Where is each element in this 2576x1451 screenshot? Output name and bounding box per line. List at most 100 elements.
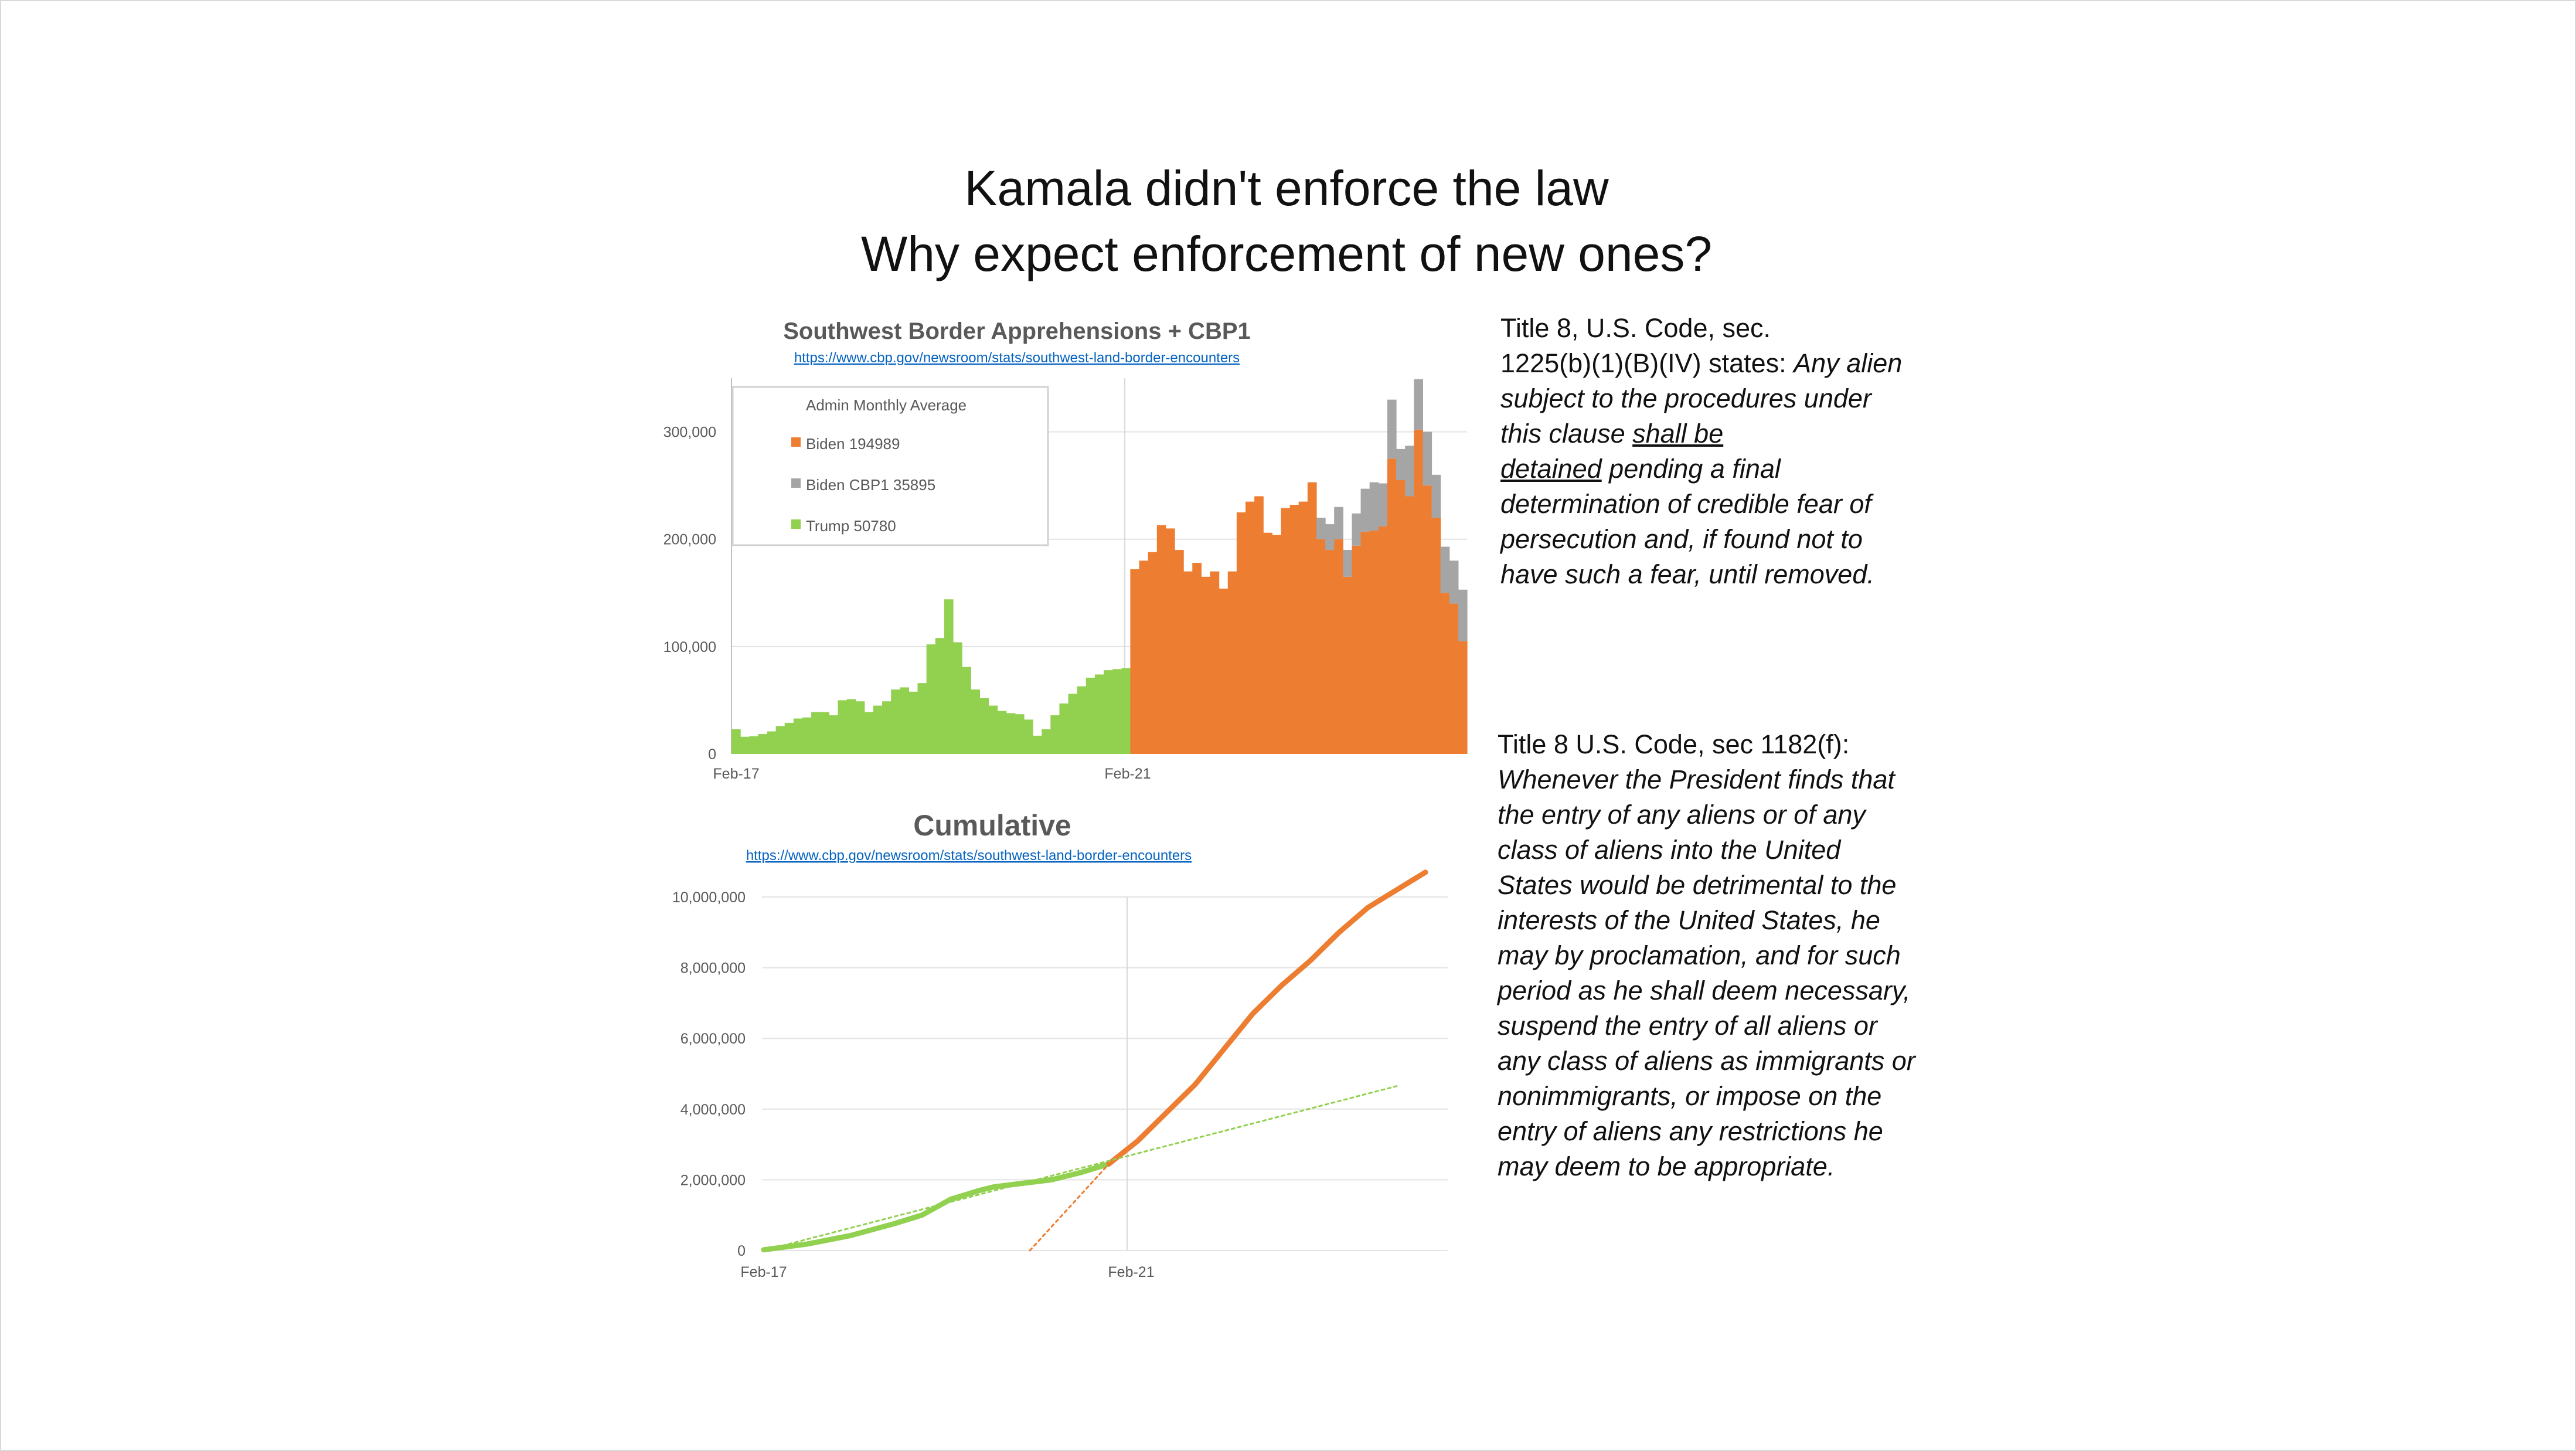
trump-bar	[1085, 677, 1095, 754]
chart2-x-tick-label: Feb-17	[740, 1264, 787, 1280]
law1-line-2: 1225(b)(1)(B)(IV) states: Any alien	[1500, 346, 1922, 381]
legend-title: Admin Monthly Average	[806, 396, 967, 414]
trump-bar	[767, 731, 777, 754]
law1-line-8: have such a fear, until removed.	[1500, 559, 1874, 589]
biden-bar	[1352, 545, 1362, 754]
biden-cbp1-bar	[1458, 589, 1468, 641]
biden-bar	[1369, 531, 1379, 754]
law2-line: any class of aliens as immigrants or	[1498, 1046, 1915, 1076]
law2-line: class of aliens into the United	[1498, 835, 1841, 865]
biden-bar	[1272, 535, 1282, 754]
chart2-y-tick-label: 6,000,000	[680, 1031, 746, 1047]
trump-bar	[873, 705, 883, 754]
legend-swatch-biden	[791, 437, 801, 447]
biden-bar	[1263, 532, 1272, 754]
trump-bar	[784, 722, 794, 754]
biden-bar	[1458, 641, 1468, 754]
biden-bar	[1423, 485, 1432, 754]
law2-line: States would be detrimental to the	[1498, 870, 1897, 900]
law1-line-4: this clause shall be	[1500, 416, 1922, 451]
trump-bar	[793, 718, 803, 754]
trump-bar	[1121, 668, 1131, 754]
trump-bar	[917, 683, 927, 754]
biden-bar	[1156, 525, 1166, 754]
law1-line-7: persecution and, if found not to	[1500, 524, 1863, 554]
trump-bar	[908, 691, 918, 754]
biden-cbp1-bar	[1325, 524, 1335, 551]
legend-label-biden-cbp1: Biden CBP1 35895	[806, 476, 935, 494]
trump-bar	[882, 701, 891, 754]
trump-bar	[997, 711, 1007, 754]
trump-bar	[944, 599, 954, 754]
biden-bar	[1201, 576, 1211, 754]
biden-bar	[1219, 588, 1229, 754]
biden-bar	[1130, 569, 1140, 754]
law1-line-5b: pending a final	[1601, 454, 1781, 484]
biden-bar	[1298, 501, 1308, 754]
trump-bar	[846, 699, 856, 754]
chart2-source-link[interactable]: https://www.cbp.gov/newsroom/stats/south…	[746, 848, 1192, 864]
trump-bar	[731, 729, 741, 754]
trump-bar	[820, 712, 829, 754]
chart1-x-tick-label: Feb-17	[713, 766, 759, 782]
trump-bar	[1023, 719, 1033, 754]
trump-bar	[1050, 715, 1060, 754]
slide-title: Kamala didn't enforce the law Why expect…	[586, 155, 1987, 287]
trump-bar	[775, 726, 785, 754]
biden-bar	[1139, 560, 1149, 754]
biden-cbp1-bar	[1387, 399, 1397, 459]
biden-bar	[1254, 496, 1264, 754]
chart2-x-tick-label: Feb-21	[1108, 1264, 1154, 1280]
biden-cbp1-bar	[1334, 507, 1343, 539]
biden-cbp1-bar	[1378, 483, 1388, 526]
biden-cbp1-bar	[1449, 560, 1459, 604]
chart1-y-tick-label: 0	[708, 746, 716, 763]
trump-bar	[740, 736, 750, 754]
chart1-source-link[interactable]: https://www.cbp.gov/newsroom/stats/south…	[794, 350, 1240, 366]
biden-cbp1-bar	[1396, 448, 1406, 480]
title-line-2: Why expect enforcement of new ones?	[860, 226, 1713, 281]
biden-cbp1-bar	[1423, 431, 1432, 486]
biden-bar	[1175, 550, 1184, 754]
trump-bar	[829, 715, 839, 754]
biden-cbp1-bar	[1343, 550, 1353, 577]
law1-line-4a: this clause	[1500, 419, 1633, 448]
trump-bar	[1042, 729, 1051, 754]
biden-bar	[1334, 539, 1343, 754]
trump-bar	[900, 687, 910, 754]
law2-line: nonimmigrants, or impose on the	[1498, 1081, 1882, 1111]
biden-cbp1-bar	[1369, 482, 1379, 531]
biden-bar	[1414, 429, 1423, 754]
legend-label-trump: Trump 50780	[806, 517, 896, 535]
biden-bar	[1227, 571, 1237, 754]
biden-bar	[1396, 480, 1406, 754]
biden-cbp1-bar	[1440, 546, 1450, 593]
trump-bar	[811, 712, 821, 754]
trump-bar	[926, 644, 936, 754]
trump-bar	[979, 698, 989, 754]
biden-bar	[1183, 571, 1193, 754]
biden-bar	[1405, 496, 1414, 754]
biden-cbp1-bar	[1414, 379, 1423, 430]
law1-line-6: determination of credible fear of	[1500, 489, 1871, 519]
biden-bar	[1289, 505, 1299, 754]
biden-bar	[1210, 571, 1220, 754]
biden-bar	[1307, 482, 1317, 754]
law1-line-5: detained pending a final	[1500, 451, 1922, 487]
biden-bar	[1387, 458, 1397, 754]
chart1-y-tick-label: 100,000	[663, 639, 716, 655]
law1-line-5a: detained	[1500, 454, 1602, 484]
legend-label-biden: Biden 194989	[806, 435, 900, 453]
chart1-y-tick-label: 300,000	[663, 424, 716, 441]
trump-bar	[953, 642, 962, 754]
law2-line: suspend the entry of all aliens or	[1498, 1011, 1877, 1041]
chart2-y-tick-label: 2,000,000	[680, 1172, 746, 1188]
law2-line: interests of the United States, he	[1498, 905, 1880, 935]
law2-heading: Title 8 U.S. Code, sec 1182(f):	[1498, 729, 1850, 759]
chart2-y-tick-label: 10,000,000	[672, 889, 746, 906]
chart2-y-tick-label: 0	[737, 1243, 746, 1259]
biden-bar	[1316, 539, 1326, 754]
trump-bar	[935, 638, 945, 754]
biden-bar	[1281, 508, 1291, 754]
